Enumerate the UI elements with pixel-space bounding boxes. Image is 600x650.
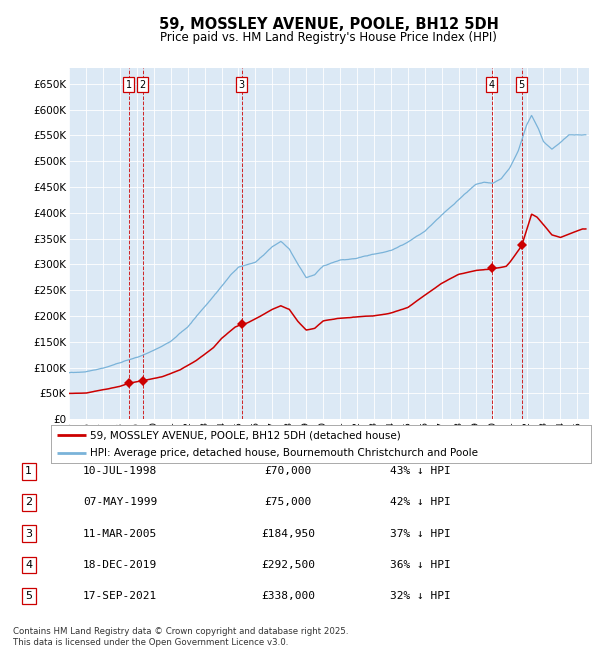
Text: 59, MOSSLEY AVENUE, POOLE, BH12 5DH: 59, MOSSLEY AVENUE, POOLE, BH12 5DH — [159, 16, 499, 32]
Text: £292,500: £292,500 — [261, 560, 315, 570]
Text: HPI: Average price, detached house, Bournemouth Christchurch and Poole: HPI: Average price, detached house, Bour… — [91, 448, 478, 458]
Text: 2: 2 — [140, 80, 146, 90]
Text: 5: 5 — [518, 80, 525, 90]
Text: 4: 4 — [25, 560, 32, 570]
Text: 42% ↓ HPI: 42% ↓ HPI — [389, 497, 451, 508]
Text: 17-SEP-2021: 17-SEP-2021 — [83, 591, 157, 601]
Text: 3: 3 — [25, 528, 32, 539]
Text: Contains HM Land Registry data © Crown copyright and database right 2025.
This d: Contains HM Land Registry data © Crown c… — [13, 627, 349, 647]
Text: 07-MAY-1999: 07-MAY-1999 — [83, 497, 157, 508]
Text: 5: 5 — [25, 591, 32, 601]
Text: 10-JUL-1998: 10-JUL-1998 — [83, 466, 157, 476]
Text: £338,000: £338,000 — [261, 591, 315, 601]
Text: 2: 2 — [25, 497, 32, 508]
Text: 1: 1 — [25, 466, 32, 476]
Text: £184,950: £184,950 — [261, 528, 315, 539]
Text: 4: 4 — [489, 80, 495, 90]
Text: 36% ↓ HPI: 36% ↓ HPI — [389, 560, 451, 570]
Text: 11-MAR-2005: 11-MAR-2005 — [83, 528, 157, 539]
Text: 3: 3 — [239, 80, 245, 90]
Text: £75,000: £75,000 — [265, 497, 311, 508]
Text: 32% ↓ HPI: 32% ↓ HPI — [389, 591, 451, 601]
Text: 1: 1 — [125, 80, 132, 90]
Text: 37% ↓ HPI: 37% ↓ HPI — [389, 528, 451, 539]
Text: Price paid vs. HM Land Registry's House Price Index (HPI): Price paid vs. HM Land Registry's House … — [160, 31, 497, 44]
Text: 18-DEC-2019: 18-DEC-2019 — [83, 560, 157, 570]
Text: £70,000: £70,000 — [265, 466, 311, 476]
Text: 43% ↓ HPI: 43% ↓ HPI — [389, 466, 451, 476]
Text: 59, MOSSLEY AVENUE, POOLE, BH12 5DH (detached house): 59, MOSSLEY AVENUE, POOLE, BH12 5DH (det… — [91, 430, 401, 440]
